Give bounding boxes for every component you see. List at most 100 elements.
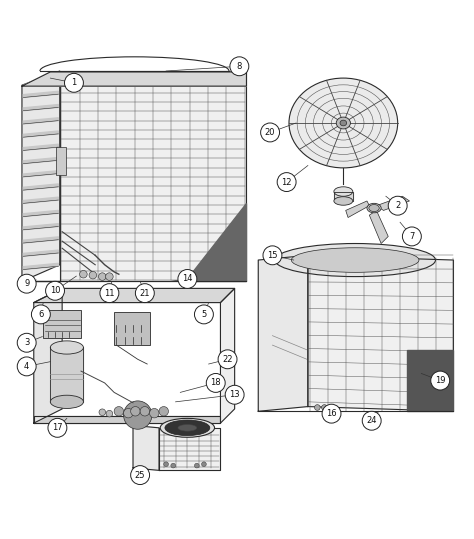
Circle shape <box>277 172 296 191</box>
Text: 14: 14 <box>182 274 192 284</box>
Text: 19: 19 <box>435 376 446 385</box>
Circle shape <box>17 274 36 293</box>
Polygon shape <box>23 224 58 230</box>
Polygon shape <box>407 350 454 411</box>
Ellipse shape <box>50 341 83 354</box>
Polygon shape <box>23 184 58 190</box>
Ellipse shape <box>292 248 419 272</box>
Circle shape <box>99 273 106 280</box>
Polygon shape <box>23 91 58 98</box>
Circle shape <box>201 462 206 467</box>
Circle shape <box>159 406 168 416</box>
Circle shape <box>218 350 237 369</box>
Circle shape <box>136 284 155 302</box>
Bar <box>114 312 150 345</box>
Polygon shape <box>133 425 159 471</box>
Circle shape <box>114 406 124 416</box>
Text: 18: 18 <box>210 378 221 388</box>
Polygon shape <box>50 348 83 402</box>
Circle shape <box>46 281 64 300</box>
Circle shape <box>225 385 244 404</box>
Circle shape <box>321 405 327 410</box>
Polygon shape <box>60 71 246 281</box>
Polygon shape <box>220 288 235 423</box>
Circle shape <box>140 406 150 416</box>
Circle shape <box>431 371 450 390</box>
Text: 16: 16 <box>326 409 337 418</box>
Circle shape <box>106 273 113 280</box>
Ellipse shape <box>178 425 197 431</box>
Polygon shape <box>22 72 246 86</box>
Text: 25: 25 <box>135 471 146 480</box>
Circle shape <box>124 401 152 429</box>
Text: 22: 22 <box>222 355 233 364</box>
Text: 8: 8 <box>237 62 242 71</box>
Polygon shape <box>185 203 246 281</box>
Polygon shape <box>22 71 60 281</box>
Text: 2: 2 <box>395 201 401 210</box>
Polygon shape <box>34 288 62 423</box>
Circle shape <box>328 405 334 410</box>
Circle shape <box>171 464 175 468</box>
Circle shape <box>261 123 280 142</box>
Circle shape <box>194 305 213 324</box>
Polygon shape <box>23 131 58 137</box>
Polygon shape <box>23 157 58 164</box>
Text: 13: 13 <box>229 390 240 399</box>
Polygon shape <box>23 210 58 217</box>
Text: 3: 3 <box>24 338 29 347</box>
Polygon shape <box>23 118 58 124</box>
Text: 9: 9 <box>24 279 29 288</box>
Polygon shape <box>346 201 369 218</box>
Text: 20: 20 <box>265 128 275 137</box>
Circle shape <box>17 357 36 376</box>
Polygon shape <box>369 210 388 244</box>
Text: 1: 1 <box>71 78 77 87</box>
Polygon shape <box>159 428 220 471</box>
Ellipse shape <box>50 395 83 409</box>
Circle shape <box>99 409 106 416</box>
Polygon shape <box>258 255 308 411</box>
Ellipse shape <box>336 117 350 129</box>
Text: 15: 15 <box>267 251 278 260</box>
Polygon shape <box>34 416 220 423</box>
Polygon shape <box>23 197 58 203</box>
Text: 7: 7 <box>409 232 415 241</box>
Circle shape <box>64 73 83 92</box>
Ellipse shape <box>160 418 215 437</box>
Polygon shape <box>23 250 58 256</box>
Circle shape <box>164 462 168 467</box>
Polygon shape <box>334 191 353 201</box>
Circle shape <box>150 409 159 418</box>
Text: 5: 5 <box>201 310 207 319</box>
Text: 17: 17 <box>52 423 63 432</box>
Ellipse shape <box>334 187 353 196</box>
Circle shape <box>80 271 87 278</box>
Polygon shape <box>23 171 58 177</box>
Circle shape <box>124 409 133 418</box>
Circle shape <box>194 464 199 468</box>
Text: 24: 24 <box>366 416 377 425</box>
Polygon shape <box>23 264 58 270</box>
Circle shape <box>263 246 282 265</box>
Circle shape <box>89 272 97 279</box>
Circle shape <box>178 270 197 288</box>
Bar <box>56 147 66 175</box>
Ellipse shape <box>367 203 381 213</box>
Ellipse shape <box>340 120 346 126</box>
Circle shape <box>315 405 320 410</box>
Ellipse shape <box>275 244 436 277</box>
Bar <box>43 310 81 338</box>
Circle shape <box>388 196 407 215</box>
Circle shape <box>17 333 36 352</box>
Circle shape <box>48 418 67 437</box>
Circle shape <box>206 374 225 392</box>
Text: 10: 10 <box>50 286 60 295</box>
Ellipse shape <box>289 78 398 168</box>
Circle shape <box>106 410 113 417</box>
Polygon shape <box>34 288 235 302</box>
Circle shape <box>131 406 140 416</box>
Circle shape <box>230 57 249 75</box>
Ellipse shape <box>369 204 379 212</box>
Circle shape <box>362 411 381 430</box>
